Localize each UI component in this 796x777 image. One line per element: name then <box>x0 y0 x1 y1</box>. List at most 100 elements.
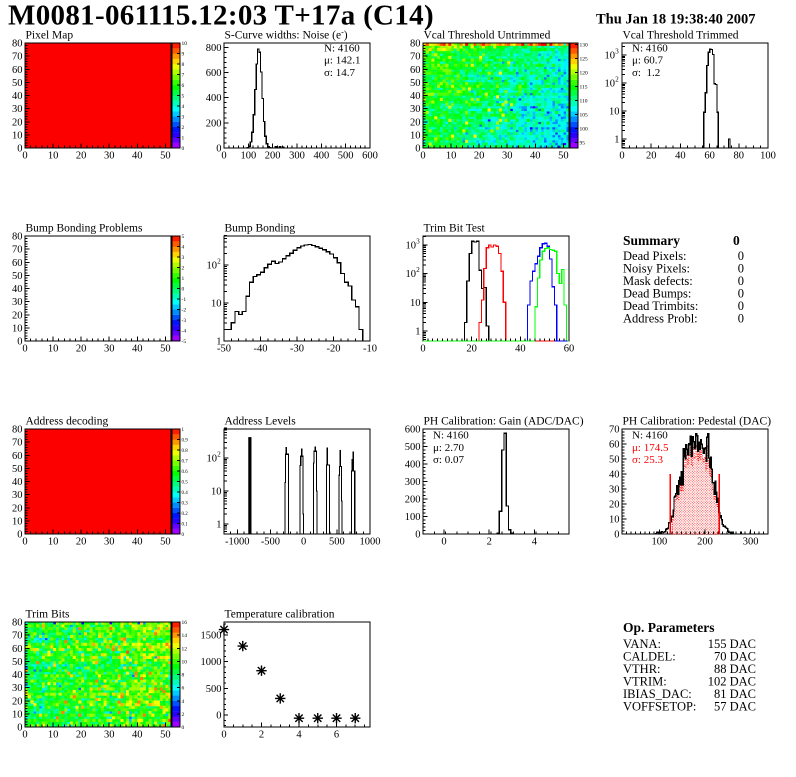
svg-text:4: 4 <box>182 104 185 110</box>
svg-text:0: 0 <box>415 144 420 155</box>
svg-text:-50: -50 <box>217 344 231 355</box>
svg-text:50: 50 <box>160 151 171 162</box>
svg-text:0: 0 <box>614 530 619 541</box>
svg-text:0: 0 <box>738 249 744 263</box>
svg-text:Dead Pixels:: Dead Pixels: <box>623 249 687 263</box>
svg-text:80: 80 <box>410 39 421 50</box>
svg-text:0: 0 <box>441 537 446 548</box>
svg-text:70: 70 <box>12 245 23 256</box>
svg-text:50: 50 <box>410 78 421 89</box>
svg-text:2: 2 <box>217 451 221 459</box>
svg-text:10: 10 <box>446 151 457 162</box>
svg-text:2: 2 <box>487 537 492 548</box>
svg-text:30: 30 <box>12 490 23 501</box>
svg-text:88 DAC: 88 DAC <box>714 662 756 676</box>
svg-text:40: 40 <box>132 151 143 162</box>
svg-text:60: 60 <box>704 151 715 162</box>
svg-text:80: 80 <box>12 39 23 50</box>
svg-text:100: 100 <box>240 151 256 162</box>
svg-text:30: 30 <box>502 151 513 162</box>
svg-text:10: 10 <box>48 730 59 741</box>
svg-text:60: 60 <box>564 344 575 355</box>
svg-text:6: 6 <box>182 83 185 89</box>
svg-text:70 DAC: 70 DAC <box>714 650 756 664</box>
svg-text:20: 20 <box>76 537 87 548</box>
svg-text:200: 200 <box>405 495 421 506</box>
svg-text:VANA:: VANA: <box>623 637 661 651</box>
svg-text:2: 2 <box>182 125 185 131</box>
svg-text:600: 600 <box>362 151 378 162</box>
svg-text:100: 100 <box>580 126 589 132</box>
svg-text:60: 60 <box>12 644 23 655</box>
svg-text:80: 80 <box>12 618 23 629</box>
svg-text:10: 10 <box>182 41 188 47</box>
svg-text:600: 600 <box>206 68 222 79</box>
svg-text:40: 40 <box>12 91 23 102</box>
svg-text:10: 10 <box>48 537 59 548</box>
svg-text:10: 10 <box>609 107 620 118</box>
svg-text:1: 1 <box>614 135 619 146</box>
svg-text:1000: 1000 <box>360 537 381 548</box>
svg-text:0: 0 <box>17 144 22 155</box>
svg-text:95: 95 <box>580 140 586 146</box>
svg-text:130: 130 <box>580 43 589 49</box>
svg-text:40: 40 <box>410 91 421 102</box>
svg-text:0: 0 <box>216 711 221 722</box>
svg-text:10: 10 <box>12 709 23 720</box>
svg-text:50: 50 <box>12 657 23 668</box>
svg-text:σ: 0.07: σ: 0.07 <box>433 454 464 466</box>
svg-text:30: 30 <box>104 537 115 548</box>
svg-text:30: 30 <box>410 104 421 115</box>
svg-text:2: 2 <box>182 712 185 718</box>
svg-text:20: 20 <box>12 503 23 514</box>
svg-text:N: 4160: N: 4160 <box>433 429 469 441</box>
svg-text:10: 10 <box>410 298 421 309</box>
svg-text:70: 70 <box>12 631 23 642</box>
svg-text:1500: 1500 <box>201 630 222 641</box>
svg-text:10: 10 <box>605 79 616 90</box>
svg-text:60: 60 <box>12 258 23 269</box>
svg-text:0: 0 <box>182 146 185 152</box>
svg-text:200: 200 <box>265 151 281 162</box>
svg-text:0: 0 <box>182 287 185 293</box>
svg-text:1: 1 <box>182 276 185 282</box>
svg-text:16: 16 <box>182 620 188 626</box>
svg-text:3: 3 <box>182 115 185 121</box>
svg-text:μ: 2.70: μ: 2.70 <box>433 442 464 454</box>
svg-text:Thu Jan 18 19:38:40 2007: Thu Jan 18 19:38:40 2007 <box>596 12 756 28</box>
svg-text:Mask defects:: Mask defects: <box>623 274 693 288</box>
svg-text:Dead Trimbits:: Dead Trimbits: <box>623 299 698 313</box>
svg-text:Address Probl:: Address Probl: <box>623 312 698 326</box>
svg-text:50: 50 <box>160 730 171 741</box>
svg-text:30: 30 <box>104 151 115 162</box>
svg-text:4: 4 <box>182 245 185 251</box>
svg-text:S-Curve widths: Noise (e-): S-Curve widths: Noise (e-) <box>225 28 348 42</box>
svg-text:0.3: 0.3 <box>182 502 189 507</box>
svg-text:20: 20 <box>646 151 657 162</box>
svg-text:50: 50 <box>160 537 171 548</box>
svg-text:500: 500 <box>338 151 354 162</box>
svg-text:0: 0 <box>22 151 27 162</box>
svg-text:6: 6 <box>334 730 339 741</box>
svg-text:12: 12 <box>182 646 188 652</box>
svg-text:10: 10 <box>12 323 23 334</box>
svg-text:10: 10 <box>406 269 417 280</box>
svg-text:0: 0 <box>420 344 425 355</box>
svg-text:120: 120 <box>580 71 589 77</box>
svg-text:10: 10 <box>48 151 59 162</box>
svg-text:4: 4 <box>182 699 185 705</box>
svg-text:10: 10 <box>406 240 417 251</box>
svg-text:20: 20 <box>76 730 87 741</box>
svg-text:60: 60 <box>12 451 23 462</box>
svg-text:Dead Bumps:: Dead Bumps: <box>623 287 691 301</box>
svg-text:20: 20 <box>12 696 23 707</box>
svg-text:0: 0 <box>221 730 226 741</box>
svg-text:30: 30 <box>104 730 115 741</box>
svg-text:-5: -5 <box>182 339 187 345</box>
svg-text:300: 300 <box>743 537 759 548</box>
svg-text:1: 1 <box>216 337 221 348</box>
svg-text:0.9: 0.9 <box>182 439 189 444</box>
svg-text:-500: -500 <box>261 537 280 548</box>
svg-text:0.7: 0.7 <box>182 460 189 465</box>
svg-text:Summary: Summary <box>623 233 680 248</box>
